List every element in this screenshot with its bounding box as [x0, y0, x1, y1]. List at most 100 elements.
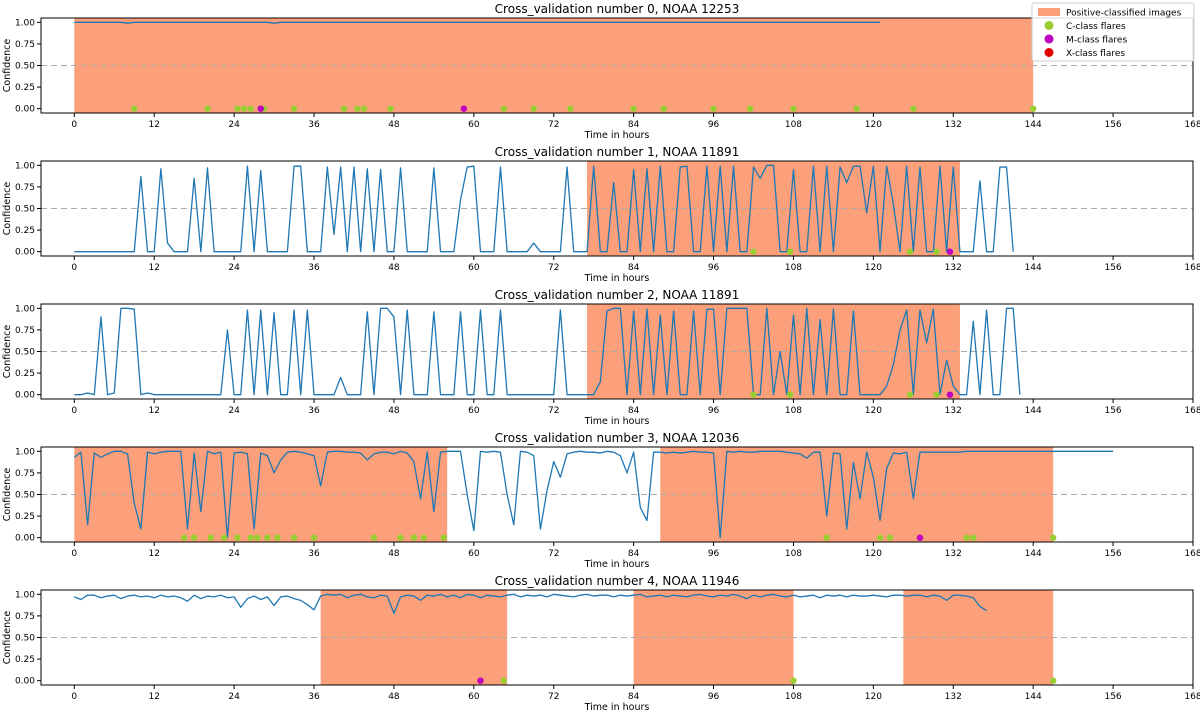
x-tick-label-14: 168 [1184, 263, 1200, 273]
y-tick-label-0: 0.00 [15, 677, 35, 687]
x-tick-label-12: 144 [1025, 692, 1042, 702]
y-axis-label: Confidence [2, 611, 13, 665]
x-tick-label-11: 132 [945, 406, 962, 416]
C-class-flare-1 [204, 105, 211, 112]
x-tick-label-7: 84 [628, 406, 640, 416]
C-class-flare-8 [354, 105, 361, 112]
C-class-flare-9 [360, 105, 368, 112]
x-tick-label-10: 120 [865, 263, 882, 273]
C-class-flare-10 [387, 105, 394, 112]
x-tick-label-10: 120 [865, 406, 882, 416]
subplot-0: 0 12 24 36 48 60 72 84 96 108 120 132 144 156 168 0.00 0… [2, 2, 1200, 141]
subplot-2: 0 12 24 36 48 60 72 84 96 108 120 132 144 156 168 0.00 0… [2, 288, 1200, 427]
C-class-flare-19 [963, 534, 970, 541]
x-tick-label-8: 96 [708, 549, 720, 559]
y-tick-label-2: 0.50 [15, 205, 35, 215]
y-tick-label-4: 1.00 [15, 447, 35, 457]
x-tick-label-9: 108 [785, 549, 802, 559]
M-class-flare-0 [916, 534, 924, 541]
x-tick-label-10: 120 [865, 549, 882, 559]
x-tick-label-3: 36 [308, 406, 320, 416]
x-tick-label-8: 96 [708, 120, 720, 130]
legend-label-3: X-class flares [1066, 49, 1125, 59]
x-tick-label-2: 24 [228, 263, 240, 273]
y-tick-label-0: 0.00 [15, 248, 35, 258]
x-tick-label-9: 108 [785, 263, 802, 273]
x-tick-label-7: 84 [628, 549, 640, 559]
y-tick-label-0: 0.00 [15, 534, 35, 544]
C-class-flare-15 [660, 105, 667, 112]
x-tick-label-13: 156 [1104, 549, 1121, 559]
C-class-flare-2 [207, 534, 215, 541]
x-tick-label-6: 72 [548, 549, 559, 559]
x-tick-label-14: 168 [1184, 406, 1200, 416]
subplot-3: 0 12 24 36 48 60 72 84 96 108 120 132 144 156 168 0.00 0… [2, 431, 1200, 570]
x-tick-label-6: 72 [548, 692, 559, 702]
C-class-flare-1 [790, 677, 797, 684]
x-tick-label-10: 120 [865, 120, 882, 130]
legend-label-2: M-class flares [1066, 36, 1127, 46]
x-tick-label-7: 84 [628, 263, 640, 273]
y-tick-label-3: 0.75 [15, 183, 35, 193]
subplot-title: Cross_validation number 4, NOAA 11946 [495, 574, 740, 588]
y-axis-label: Confidence [2, 468, 13, 522]
x-tick-label-5: 60 [468, 549, 480, 559]
x-tick-label-6: 72 [548, 406, 559, 416]
y-tick-label-0: 0.00 [15, 391, 35, 401]
C-class-flare-1 [786, 248, 794, 255]
x-tick-label-5: 60 [468, 263, 480, 273]
subplot-1: 0 12 24 36 48 60 72 84 96 108 120 132 144 156 168 0.00 0… [2, 145, 1200, 284]
C-class-flare-10 [310, 534, 318, 541]
y-tick-label-2: 0.50 [15, 348, 35, 358]
C-class-flare-20 [910, 105, 917, 112]
x-tick-label-14: 168 [1184, 120, 1200, 130]
y-tick-label-4: 1.00 [15, 304, 35, 314]
legend-marker-1 [1044, 21, 1054, 30]
confidence-line-0 [74, 164, 1014, 253]
x-tick-label-2: 24 [228, 120, 240, 130]
subplot-4: 0 12 24 36 48 60 72 84 96 108 120 132 144 156 168 0.00 0… [2, 574, 1200, 713]
legend-box [1031, 2, 1195, 62]
x-tick-label-4: 48 [388, 549, 400, 559]
x-tick-label-9: 108 [785, 120, 802, 130]
x-axis-label: Time in hours [584, 273, 650, 284]
x-tick-label-14: 168 [1184, 692, 1200, 702]
C-class-flare-3 [220, 534, 228, 541]
x-tick-label-1: 12 [148, 263, 159, 273]
x-tick-label-11: 132 [945, 120, 962, 130]
x-tick-label-4: 48 [388, 692, 400, 702]
y-axis-label: Confidence [2, 39, 13, 93]
x-tick-label-11: 132 [945, 692, 962, 702]
legend-label-0: Positive-classified images [1066, 9, 1182, 19]
C-class-flare-19 [853, 105, 860, 112]
C-class-flare-17 [876, 534, 884, 541]
C-class-flare-3 [933, 391, 940, 398]
x-tick-label-0: 0 [71, 120, 77, 130]
C-class-flare-17 [746, 105, 754, 112]
x-tick-label-5: 60 [468, 692, 480, 702]
x-axis-label: Time in hours [584, 559, 650, 570]
y-tick-label-3: 0.75 [15, 612, 35, 622]
C-class-flare-18 [886, 534, 894, 541]
y-tick-label-1: 0.25 [15, 369, 35, 379]
x-tick-label-1: 12 [148, 692, 159, 702]
C-class-flare-3 [240, 105, 248, 112]
C-class-flare-14 [420, 534, 428, 541]
x-tick-label-8: 96 [708, 263, 720, 273]
x-tick-label-4: 48 [388, 120, 400, 130]
C-class-flare-20 [970, 534, 977, 541]
C-class-flare-2 [1049, 677, 1057, 684]
C-class-flare-7 [340, 105, 348, 112]
x-tick-label-1: 12 [148, 406, 159, 416]
C-class-flare-5 [247, 534, 254, 541]
subplot-title: Cross_validation number 0, NOAA 12253 [495, 2, 740, 16]
confidence-line-0 [74, 307, 1021, 396]
C-class-flare-0 [750, 391, 757, 398]
x-tick-label-13: 156 [1104, 692, 1121, 702]
M-class-flare-0 [477, 677, 484, 684]
x-tick-label-13: 156 [1104, 263, 1121, 273]
x-tick-label-3: 36 [308, 692, 320, 702]
subplot-title: Cross_validation number 1, NOAA 11891 [495, 145, 740, 159]
y-tick-label-2: 0.50 [15, 634, 35, 644]
